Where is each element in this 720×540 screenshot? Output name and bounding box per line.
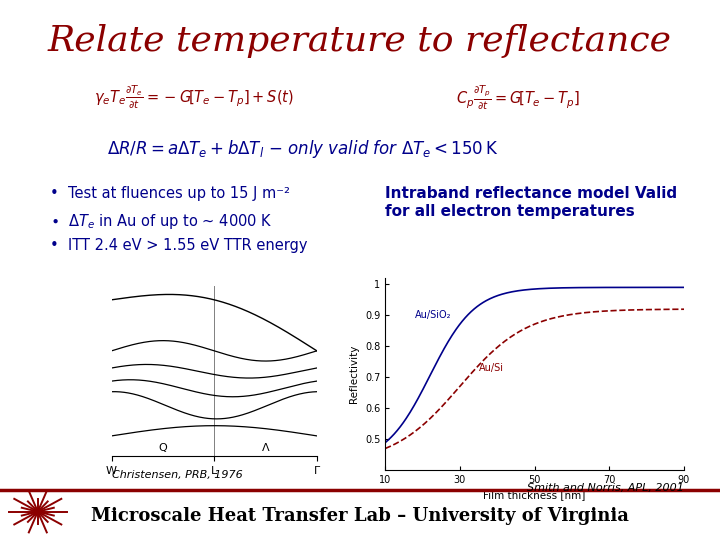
Text: Christensen, PRB, 1976: Christensen, PRB, 1976 [112, 470, 243, 480]
Text: Smith and Norris, APL, 2001: Smith and Norris, APL, 2001 [527, 483, 684, 494]
Text: Au/Si: Au/Si [479, 363, 503, 373]
Text: Relate temperature to reflectance: Relate temperature to reflectance [48, 24, 672, 58]
Text: $\Delta R/R = a\Delta T_e + b\Delta T_l$ $-$ only valid for $\Delta T_e < 150\,\: $\Delta R/R = a\Delta T_e + b\Delta T_l$… [107, 138, 498, 160]
Text: Au/SiO₂: Au/SiO₂ [415, 310, 451, 320]
X-axis label: Film thickness [nm]: Film thickness [nm] [483, 490, 586, 500]
Text: Q: Q [158, 443, 167, 453]
Y-axis label: Reflectivity: Reflectivity [349, 345, 359, 403]
Text: $C_p \frac{\partial T_p}{\partial t} = G\!\left[T_e - T_p\right]$: $C_p \frac{\partial T_p}{\partial t} = G… [456, 84, 580, 112]
Text: $\gamma_e T_e \frac{\partial T_e}{\partial t} = -G\!\left[T_e - T_p\right] + S(t: $\gamma_e T_e \frac{\partial T_e}{\parti… [94, 84, 294, 111]
Text: •  Test at fluences up to 15 J m⁻²: • Test at fluences up to 15 J m⁻² [50, 186, 290, 201]
Text: $\bullet$  $\Delta T_e$ in Au of up to ~ 4000 K: $\bullet$ $\Delta T_e$ in Au of up to ~ … [50, 212, 273, 231]
Text: Λ: Λ [261, 443, 269, 453]
Text: •  ITT 2.4 eV > 1.55 eV TTR energy: • ITT 2.4 eV > 1.55 eV TTR energy [50, 238, 308, 253]
Text: Intraband reflectance model Valid
for all electron temperatures: Intraband reflectance model Valid for al… [385, 186, 678, 219]
Text: Microscale Heat Transfer Lab – University of Virginia: Microscale Heat Transfer Lab – Universit… [91, 507, 629, 525]
